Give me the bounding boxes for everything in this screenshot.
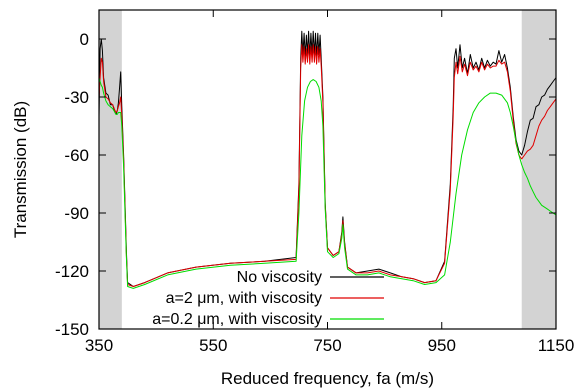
plot-frame [98,9,557,330]
series-lines [98,30,557,289]
x-axis-label: Reduced frequency, fa (m/s) [221,369,434,388]
legend-label-2: a=0.2 μm, with viscosity [152,311,322,328]
x-tick-label-2: 750 [313,336,341,355]
y-tick-label-1: -30 [64,88,89,107]
shaded-band-1 [521,10,556,329]
y-tick-label-3: -90 [64,204,89,223]
legend-label-1: a=2 μm, with viscosity [166,290,322,307]
y-tick-label-5: -150 [55,320,89,339]
y-tick-label-0: 0 [80,30,89,49]
y-axis-label: Transmission (dB) [11,101,30,238]
x-tick-label-3: 950 [428,336,456,355]
legend: No viscosity a=2 μm, with viscosity a=0.2 … [152,269,384,328]
y-tick-label-2: -60 [64,146,89,165]
axis-ticks [98,10,557,330]
y-tick-label-4: -120 [55,262,89,281]
legend-label-0: No viscosity [237,269,322,286]
x-tick-label-1: 550 [199,336,227,355]
tick-labels: 350 550 750 950 1150 0 -30 -60 -90 -120 -150 [55,30,574,355]
shaded-bands [99,10,556,329]
x-tick-label-0: 350 [85,336,113,355]
x-tick-label-4: 1150 [538,336,575,355]
series-line-2 [98,77,557,289]
